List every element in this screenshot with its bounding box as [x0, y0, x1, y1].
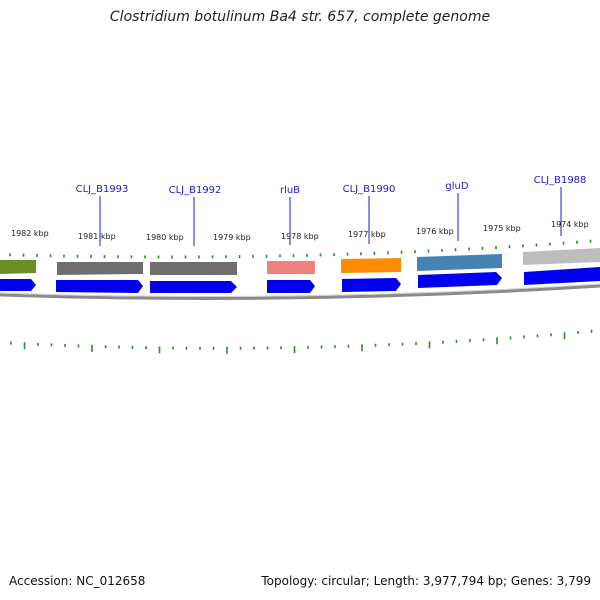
- cds-arrow: [418, 272, 502, 288]
- kbp-label: 1981 kbp: [78, 232, 116, 241]
- kbp-labels: 1982 kbp 1981 kbp 1980 kbp 1979 kbp 1978…: [11, 220, 589, 242]
- accession-label: Accession: NC_012658: [9, 574, 146, 588]
- gene-label: CLJ_B1990: [343, 184, 396, 195]
- cds-arrow: [150, 281, 237, 293]
- feature-block: [0, 260, 36, 274]
- feature-block: [150, 262, 237, 275]
- feature-track: [0, 248, 600, 275]
- cds-arrow: [524, 267, 600, 285]
- gene-label-lines: [99, 187, 562, 246]
- genome-backbone: [0, 284, 600, 300]
- cds-arrow: [267, 280, 315, 293]
- outer-tick-marks: [9, 239, 592, 259]
- gene-label: CLJ_B1988: [534, 175, 587, 186]
- cds-arrow: [0, 279, 36, 291]
- kbp-label: 1977 kbp: [348, 230, 386, 239]
- kbp-label: 1975 kbp: [483, 224, 521, 233]
- kbp-label: 1982 kbp: [11, 229, 49, 238]
- feature-block: [57, 262, 143, 275]
- kbp-label: 1979 kbp: [213, 233, 251, 242]
- feature-block: [341, 258, 401, 273]
- feature-block: [417, 254, 502, 271]
- kbp-label: 1976 kbp: [416, 227, 454, 236]
- kbp-label: 1978 kbp: [281, 232, 319, 241]
- cds-arrow: [342, 278, 401, 292]
- map-title: Clostridium botulinum Ba4 str. 657, comp…: [109, 9, 491, 25]
- feature-block: [523, 248, 600, 265]
- kbp-label: 1980 kbp: [146, 233, 184, 242]
- feature-block: [267, 261, 315, 274]
- cds-arrows: [0, 267, 600, 293]
- gene-label: CLJ_B1993: [76, 184, 129, 195]
- genome-backbone-highlight: [0, 283, 600, 297]
- gene-label: gluD: [445, 181, 468, 192]
- inner-tick-marks: [10, 329, 593, 354]
- gene-label: rluB: [280, 185, 300, 196]
- gene-label: CLJ_B1992: [169, 185, 222, 196]
- gene-labels: CLJ_B1993 CLJ_B1992 rluB CLJ_B1990 gluD …: [76, 175, 587, 196]
- topology-label: Topology: circular; Length: 3,977,794 bp…: [261, 574, 591, 588]
- kbp-label: 1974 kbp: [551, 220, 589, 229]
- cds-arrow: [56, 280, 143, 293]
